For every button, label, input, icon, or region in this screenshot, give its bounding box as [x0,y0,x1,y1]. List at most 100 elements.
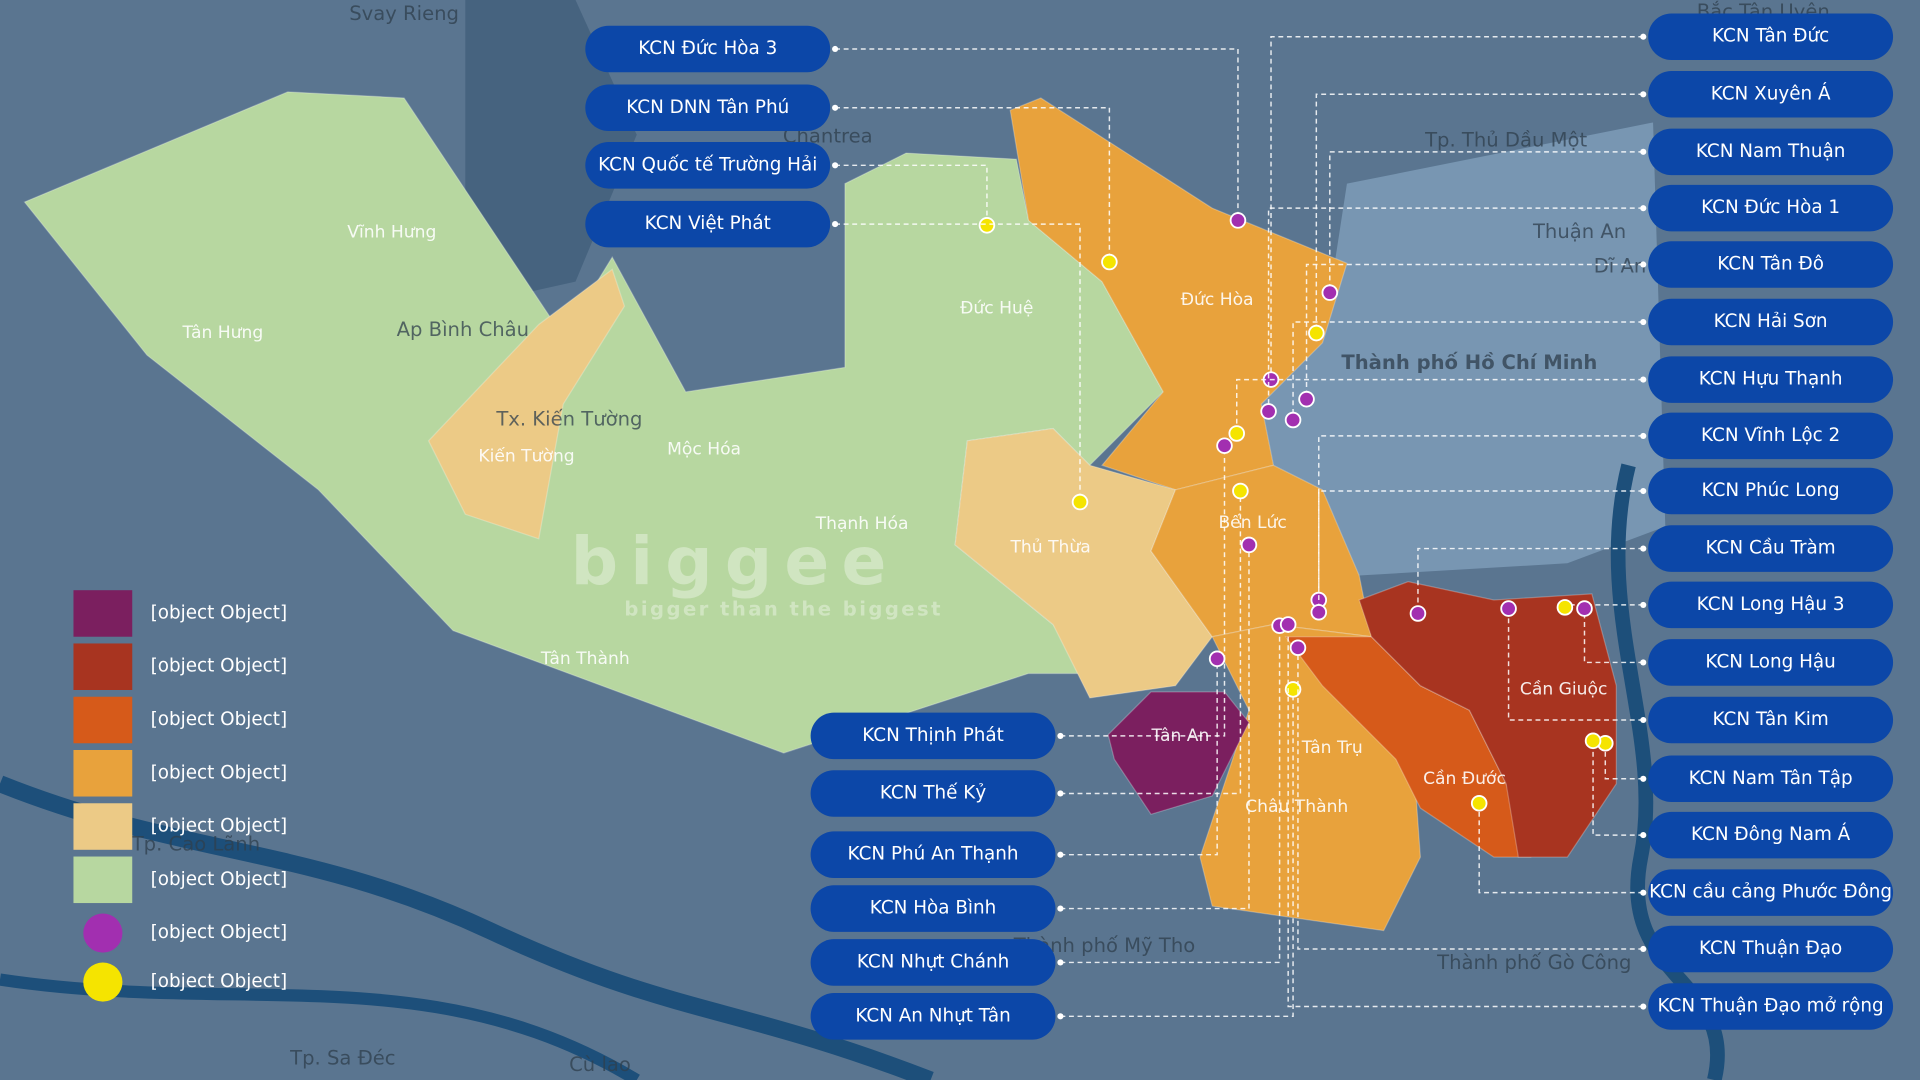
park-pill [1648,811,1894,859]
park-dot [1409,605,1427,622]
place-label: Tp. Thủ Dầu Một [1424,128,1587,151]
park-label: KCN DNN Tân Phú [626,97,789,118]
legend-swatch [73,856,133,904]
legend-label: [object Object] [151,971,288,992]
district-area [1358,580,1617,858]
park-pill [1648,639,1894,686]
connector-end [1057,959,1064,966]
connector [1060,625,1281,964]
connector-end [1640,432,1647,439]
legend-swatch [73,750,133,797]
district-label: Châu Thành [1245,797,1348,817]
park-dot [1279,616,1297,633]
park-pill [1648,467,1894,515]
connector [835,164,988,226]
place-label: Tx. Kiến Tường [495,408,642,431]
connector-end [1640,261,1647,268]
park-pill [1648,581,1894,629]
connector [1060,689,1294,1018]
connector [1507,608,1644,721]
connector [1060,445,1226,737]
park-pill [810,885,1056,932]
park-dot [1071,493,1089,511]
park-pill [1648,71,1894,118]
connector [1267,207,1644,412]
park-label: KCN Nam Thuận [1696,141,1846,162]
park-dot [1556,599,1574,616]
connector [1318,490,1644,613]
legend-swatch [73,643,133,690]
park-dot [1310,603,1328,621]
park-pill [1648,755,1894,803]
park-label: KCN Cầu Tràm [1706,538,1836,559]
connector-end [1057,905,1064,912]
park-pill [1648,184,1894,232]
district-label: Bến Lức [1218,512,1286,533]
connector-end [832,104,839,111]
connector [835,107,1111,263]
park-pill [1648,983,1894,1030]
connector [1287,624,1644,1008]
park-label: KCN Quốc tế Trường Hải [598,154,817,175]
district-label: Tân Thành [540,649,630,669]
connector [1417,547,1644,614]
connector [1592,740,1644,836]
district-label: Vĩnh Hưng [347,223,436,243]
connector-end [1640,601,1647,608]
park-pill [810,939,1056,986]
park-label: KCN Đức Hòa 3 [638,38,777,59]
district-label: Kiến Tường [478,446,574,467]
connector [1060,658,1218,856]
place-label: Tp. Cao Lãnh [131,832,260,855]
connector-end [1640,487,1647,495]
park-pill [1648,869,1894,916]
connector [835,223,1081,503]
connector-end [1640,945,1647,953]
park-dot [1101,253,1118,271]
park-label: KCN Phú An Thạnh [848,844,1019,865]
park-dot [1321,284,1339,301]
park-label: KCN Nam Tân Tập [1689,768,1853,789]
park-label: KCN Hựu Thạnh [1699,369,1843,390]
park-dot [978,217,996,234]
connector [1292,321,1644,420]
park-pill [585,84,831,132]
watermark-slogan: bigger than the biggest [624,597,943,620]
legend-dot [83,962,123,1002]
park-dot [1229,212,1247,229]
park-label: KCN Đức Hòa 1 [1701,197,1840,218]
watermark-brand: biggee [571,523,899,600]
park-pill [1648,128,1894,176]
park-label: KCN Vĩnh Lộc 2 [1701,425,1840,446]
park-pill [585,25,831,73]
park-pill [1648,696,1894,744]
park-dot [1232,482,1249,500]
connector-end [1640,205,1647,212]
park-label: KCN Nhựt Chánh [857,951,1009,972]
connector-end [1640,376,1647,383]
park-dot [1298,390,1315,408]
park-dot [1500,600,1517,617]
park-pill [810,831,1056,878]
connector [1329,151,1644,293]
legend-dot [83,913,123,953]
connector [1060,544,1250,910]
legend-label: [object Object] [151,816,288,837]
park-label: KCN Hòa Bình [870,898,997,919]
legend-swatch [73,696,133,744]
legend-swatch [73,803,133,850]
place-label: Thuận An [1532,220,1626,243]
park-dot [1284,681,1302,698]
legend-label: [object Object] [151,656,288,677]
connector-end [1640,889,1647,896]
park-label: KCN Việt Phát [645,213,771,234]
city-area [1261,122,1666,576]
connector-end [1640,545,1647,552]
park-dot [1289,639,1307,657]
place-label: Dĩ An [1594,254,1647,277]
park-dot [1208,650,1226,668]
river [0,775,934,1080]
connector-end [1057,851,1064,858]
connector-end [1640,33,1647,40]
